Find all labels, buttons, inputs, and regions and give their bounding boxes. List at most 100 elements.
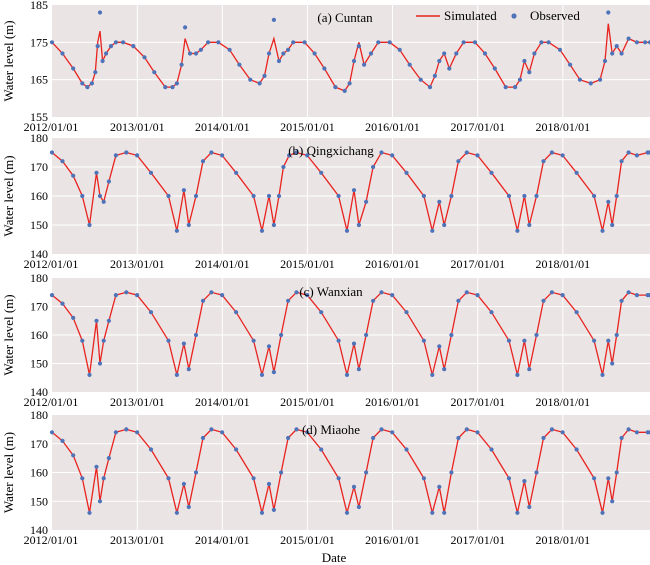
- observed-point: [294, 150, 299, 155]
- observed-point: [442, 51, 447, 56]
- observed-point: [148, 447, 154, 452]
- observed-point: [257, 81, 262, 86]
- observed-point: [600, 510, 605, 515]
- observed-point: [271, 17, 276, 22]
- observed-point: [442, 367, 447, 372]
- observed-point: [351, 188, 357, 193]
- observed-point: [106, 318, 111, 323]
- observed-point: [71, 453, 76, 458]
- observed-point: [600, 228, 605, 233]
- observed-point: [442, 222, 447, 228]
- observed-point: [606, 199, 611, 204]
- x-tick-label: 2012/01/01: [24, 120, 79, 134]
- observed-point: [319, 447, 324, 452]
- observed-point: [626, 36, 631, 41]
- observed-point: [276, 193, 282, 199]
- observed-point: [336, 193, 341, 199]
- observed-point: [174, 372, 179, 377]
- observed-point: [271, 222, 276, 228]
- x-tick-label: 2017/01/01: [450, 533, 505, 547]
- x-tick-label: 2017/01/01: [450, 120, 505, 134]
- observed-point: [442, 510, 447, 515]
- observed-point: [186, 222, 191, 228]
- x-tick-label: 2015/01/01: [280, 395, 335, 409]
- observed-point: [60, 301, 65, 306]
- observed-point: [266, 51, 272, 56]
- observed-point: [379, 427, 384, 432]
- observed-point: [626, 427, 631, 432]
- observed-point: [80, 476, 85, 481]
- observed-point: [456, 435, 461, 441]
- observed-point: [634, 40, 640, 45]
- observed-point: [626, 150, 631, 155]
- observed-point: [95, 44, 100, 49]
- observed-point: [647, 150, 650, 155]
- observed-point: [174, 510, 179, 515]
- y-tick-label: 155: [30, 110, 48, 124]
- observed-point: [104, 51, 109, 56]
- observed-point: [430, 372, 435, 377]
- observed-point: [427, 85, 433, 90]
- observed-point: [251, 338, 256, 343]
- observed-point: [379, 290, 384, 295]
- observed-point: [387, 40, 392, 45]
- x-axis-label: Date: [322, 550, 347, 565]
- observed-point: [454, 51, 459, 56]
- observed-point: [432, 73, 437, 78]
- y-tick-label: 160: [30, 189, 48, 203]
- observed-point: [49, 293, 55, 298]
- observed-point: [371, 435, 376, 441]
- observed-point: [527, 70, 532, 75]
- observed-point: [430, 228, 435, 233]
- observed-point: [49, 40, 55, 45]
- observed-point: [475, 430, 480, 435]
- observed-point: [390, 430, 395, 435]
- observed-point: [614, 44, 619, 49]
- observed-point: [598, 77, 603, 82]
- observed-point: [333, 85, 338, 90]
- observed-point: [602, 58, 608, 64]
- observed-point: [94, 318, 99, 323]
- observed-point: [209, 427, 214, 432]
- observed-point: [546, 40, 551, 45]
- observed-point: [541, 159, 546, 164]
- observed-point: [220, 430, 225, 435]
- observed-point: [101, 476, 106, 481]
- observed-point: [71, 315, 76, 320]
- observed-point: [568, 62, 573, 67]
- y-tick-label: 140: [30, 247, 48, 261]
- observed-point: [464, 150, 469, 155]
- observed-point: [634, 430, 640, 435]
- observed-point: [206, 40, 211, 45]
- y-tick-label: 180: [30, 131, 48, 145]
- observed-point: [549, 150, 555, 155]
- observed-point: [286, 47, 291, 52]
- observed-point: [291, 40, 296, 45]
- observed-point: [181, 481, 186, 487]
- observed-point: [60, 51, 65, 56]
- observed-point: [522, 58, 527, 64]
- observed-point: [489, 310, 494, 315]
- observed-point: [557, 47, 563, 52]
- observed-point: [606, 10, 611, 15]
- observed-point: [606, 476, 611, 481]
- y-tick-label: 160: [30, 466, 48, 480]
- observed-point: [610, 499, 615, 504]
- y-tick-label: 140: [30, 523, 48, 537]
- y-tick-label: 150: [30, 357, 48, 371]
- observed-point: [193, 51, 199, 56]
- observed-point: [489, 447, 494, 452]
- observed-point: [368, 51, 374, 56]
- observed-point: [71, 173, 76, 178]
- observed-point: [262, 73, 267, 78]
- observed-point: [181, 341, 186, 346]
- observed-point: [574, 170, 579, 175]
- observed-point: [421, 338, 426, 343]
- x-tick-label: 2016/01/01: [365, 257, 420, 271]
- chart-panel-4: 140 150 160 170 180 2012/01/01 2013/01/01 2014/…: [1, 408, 650, 547]
- observed-point: [135, 153, 140, 158]
- observed-point: [549, 427, 555, 432]
- observed-point: [541, 435, 546, 441]
- observed-point: [234, 447, 239, 452]
- observed-point: [515, 510, 520, 515]
